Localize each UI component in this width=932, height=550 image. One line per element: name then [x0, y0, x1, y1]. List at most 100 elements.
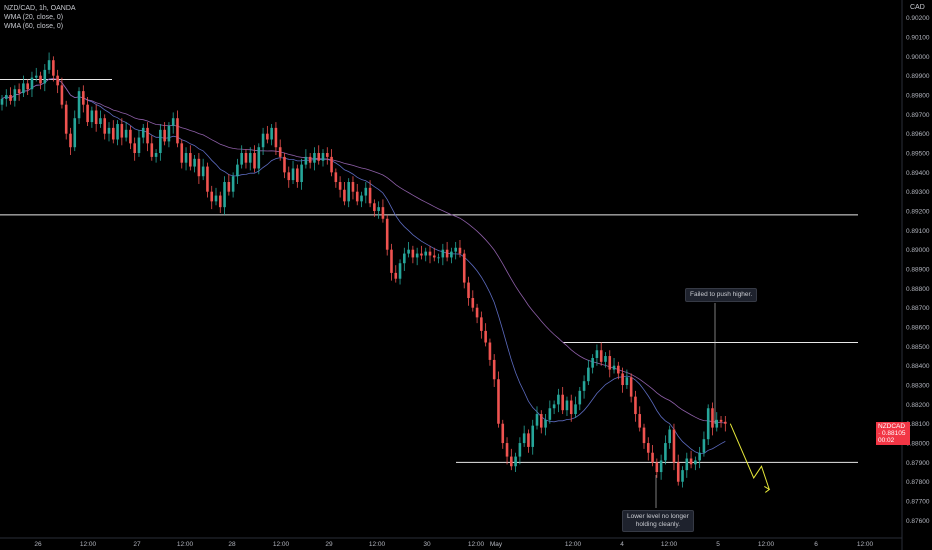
candle-body — [475, 307, 479, 318]
resistance-callout-text: Failed to push higher. — [690, 291, 753, 298]
price-tick-label: 0.88200 — [906, 402, 930, 409]
candle-body — [300, 164, 303, 183]
horizontal-levels — [0, 79, 858, 463]
support-callout-line-1: Lower level no longer — [627, 513, 689, 520]
candle-body — [480, 317, 483, 331]
candle-body — [274, 127, 278, 148]
candle-body — [557, 394, 560, 405]
candle-body — [432, 255, 436, 258]
candle-body — [291, 168, 295, 181]
price-tick-label: 0.89500 — [906, 151, 930, 158]
candle-body — [441, 249, 445, 258]
candle-body — [651, 452, 654, 463]
candle-body — [462, 253, 466, 283]
candle-body — [539, 414, 543, 428]
candle-body — [467, 282, 470, 299]
candle-body — [270, 127, 273, 140]
price-tick-label: 0.90200 — [906, 15, 930, 22]
candle-body — [257, 147, 261, 169]
candle-body — [351, 182, 355, 192]
candle-body — [450, 251, 453, 258]
candle-body — [604, 356, 607, 362]
candle-body — [689, 458, 693, 465]
time-tick-label: 27 — [133, 541, 141, 548]
candle-body — [415, 253, 419, 258]
candle-body — [236, 164, 239, 177]
time-tick-label: 28 — [228, 541, 236, 548]
projection-path — [729, 423, 770, 490]
candle-body — [445, 249, 449, 258]
candle-body — [471, 298, 475, 308]
time-tick-label: 12:00 — [80, 541, 97, 548]
time-tick-label: 12:00 — [565, 541, 582, 548]
candle-body — [283, 156, 286, 173]
price-tick-label: 0.87900 — [906, 460, 930, 467]
candle-body — [612, 365, 616, 370]
price-axis[interactable]: 0.90200 0.90100 0.90000 0.89900 0.89800 0.897… — [901, 0, 930, 550]
candle-body — [141, 127, 145, 138]
candle-body — [368, 187, 372, 204]
candle-body — [360, 195, 363, 202]
candle-body — [338, 182, 342, 190]
candle-body — [642, 427, 646, 444]
candle-body — [206, 166, 209, 192]
price-tick-label: 0.87600 — [906, 518, 930, 525]
candle-body — [355, 191, 359, 202]
candle-body — [107, 127, 111, 134]
candle-body — [184, 153, 188, 163]
time-tick-label: 30 — [423, 541, 431, 548]
candle-body — [90, 110, 94, 123]
candle-body — [608, 356, 612, 370]
candle-body — [668, 429, 671, 444]
price-tick-label: 0.88000 — [906, 441, 930, 448]
candle-body — [325, 153, 329, 157]
candle-body — [64, 104, 68, 134]
candle-body — [569, 400, 573, 415]
price-tick-label: 0.88300 — [906, 383, 930, 390]
candle-body — [30, 77, 34, 90]
candle-body — [189, 153, 192, 167]
last-price-countdown: 00:02 — [878, 437, 895, 444]
candle-body — [176, 118, 179, 144]
candle-body — [685, 458, 689, 471]
time-axis[interactable]: 26 12:00 27 12:00 28 12:00 29 12:00 30 12:00 May 12… — [0, 537, 902, 548]
candle-body — [86, 104, 89, 123]
candle-body — [133, 143, 136, 154]
price-tick-label: 0.88600 — [906, 325, 930, 332]
candle-body — [527, 433, 530, 447]
candle-body — [672, 429, 676, 463]
candle-body — [193, 158, 196, 167]
candle-body — [77, 91, 81, 119]
candle-body — [664, 443, 667, 461]
wma60-legend: WMA (60, close, 0) — [4, 23, 64, 30]
candle-body — [17, 89, 21, 94]
time-tick-label: 12:00 — [758, 541, 775, 548]
time-tick-label: 12:00 — [661, 541, 678, 548]
time-tick-label: 12:00 — [369, 541, 386, 548]
price-tick-label: 0.89000 — [906, 247, 930, 254]
candle-body — [214, 195, 218, 202]
candle-body — [321, 153, 325, 161]
candle-body — [715, 419, 719, 428]
candle-body — [377, 207, 380, 212]
candle-body — [552, 404, 556, 409]
candle-body — [488, 342, 492, 360]
candle-body — [535, 414, 539, 426]
candle-body — [625, 377, 629, 386]
price-tick-label: 0.89200 — [906, 209, 930, 216]
price-tick-label: 0.90100 — [906, 35, 930, 42]
candle-body — [218, 195, 222, 208]
candle-body — [56, 75, 59, 86]
candle-body — [103, 118, 107, 134]
candle-body — [420, 253, 423, 256]
candle-body — [634, 396, 637, 415]
candle-body — [591, 357, 594, 368]
candle-body — [244, 153, 248, 163]
candle-body — [60, 85, 64, 105]
price-tick-label: 0.88500 — [906, 344, 930, 351]
candle-body — [9, 95, 12, 101]
candle-body — [343, 189, 346, 202]
price-tick-label: 0.89600 — [906, 131, 930, 138]
candle-body — [381, 207, 385, 219]
